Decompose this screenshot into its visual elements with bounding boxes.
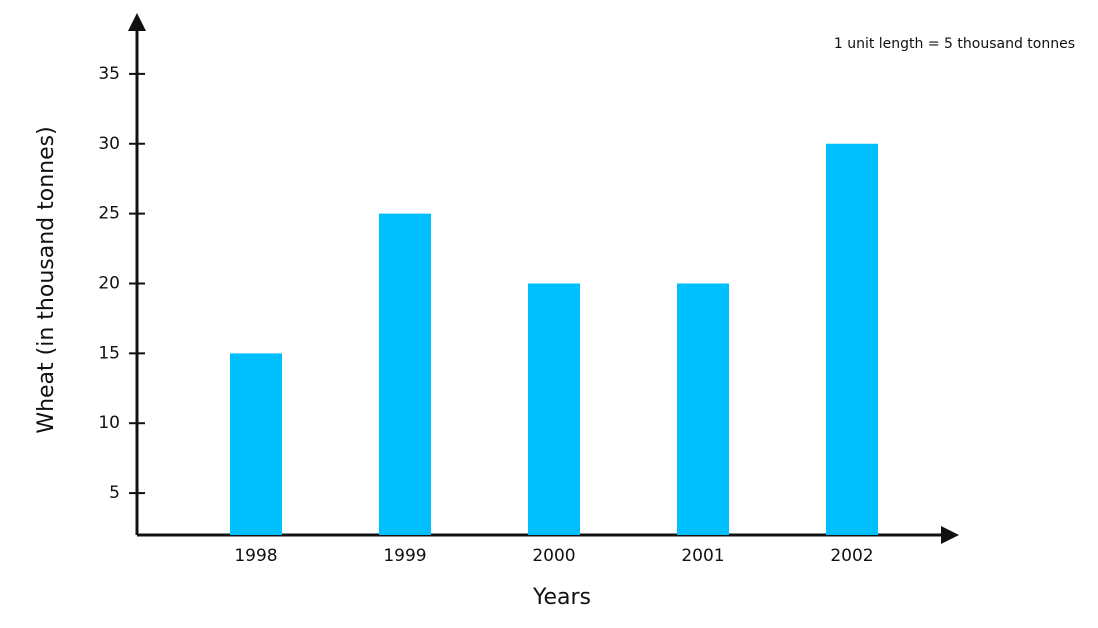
y-tick-label: 5 — [109, 483, 120, 503]
bar — [826, 143, 878, 535]
y-tick-label: 30 — [98, 134, 120, 154]
x-axis-label: Years — [532, 585, 591, 610]
y-tick-label: 25 — [98, 204, 120, 224]
x-tick-label: 2002 — [830, 546, 873, 566]
bar — [230, 353, 282, 535]
x-tick-label: 1998 — [234, 546, 277, 566]
annotation: 1 unit length = 5 thousand tonnes — [834, 36, 1075, 52]
y-axis-label: Wheat (in thousand tonnes) — [34, 126, 59, 433]
bar — [528, 283, 580, 535]
y-tick-label: 35 — [98, 64, 120, 84]
x-tick-label: 1999 — [383, 546, 426, 566]
x-tick-label: 2000 — [532, 546, 575, 566]
bar — [379, 213, 431, 535]
y-tick-label: 15 — [98, 343, 120, 363]
bar — [677, 283, 729, 535]
y-tick-label: 10 — [98, 413, 120, 433]
y-tick-label: 20 — [98, 273, 120, 293]
x-tick-label: 2001 — [681, 546, 724, 566]
